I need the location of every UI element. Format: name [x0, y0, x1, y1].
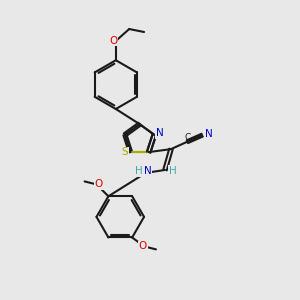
Text: O: O [139, 242, 147, 251]
Text: C: C [184, 133, 191, 142]
Text: H: H [169, 166, 176, 176]
Text: N: N [156, 128, 164, 138]
Text: O: O [95, 179, 103, 189]
Text: N: N [205, 129, 213, 139]
Text: O: O [109, 36, 118, 46]
Text: S: S [122, 147, 128, 157]
Text: H: H [135, 166, 143, 176]
Text: N: N [144, 166, 152, 176]
